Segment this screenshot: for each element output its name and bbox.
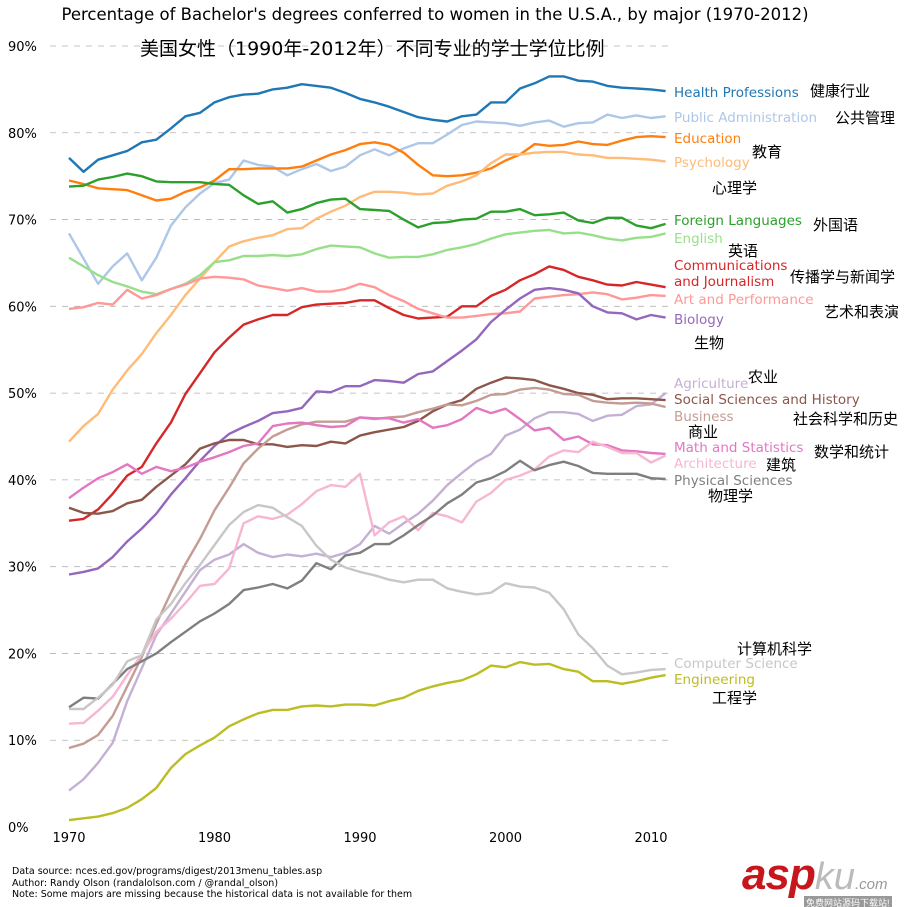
chinese-series-label: 公共管理 — [835, 109, 896, 127]
logo-tagline: 免费网站源码下载站! — [804, 896, 892, 907]
chinese-series-label: 商业 — [688, 423, 719, 441]
chinese-series-label: 教育 — [752, 143, 783, 161]
series-label: and Journalism — [674, 274, 774, 290]
chart-subtitle-chinese: 美国女性（1990年-2012年）不同专业的学士学位比例 — [140, 38, 605, 60]
y-tick-label: 10% — [8, 734, 37, 749]
series-label: Business — [674, 409, 734, 425]
footer-source: Data source: nces.ed.gov/programs/digest… — [12, 866, 323, 877]
series-line-agriculture — [68, 392, 667, 792]
chinese-series-label: 英语 — [728, 242, 759, 260]
series-label: Public Administration — [674, 110, 817, 126]
y-tick-label: 40% — [8, 474, 37, 489]
x-tick-label: 1970 — [52, 831, 85, 846]
series-label: Engineering — [674, 672, 755, 688]
y-tick-label: 20% — [8, 647, 37, 662]
series-line-engineering — [68, 660, 666, 822]
chinese-series-label: 计算机科学 — [737, 640, 813, 658]
series-label: Agriculture — [674, 376, 748, 392]
y-tick-label: 30% — [8, 561, 37, 576]
watermark-logo: aspku.com 免费网站源码下载站! — [742, 850, 892, 907]
y-tick-label: 80% — [8, 127, 37, 142]
chinese-series-label: 健康行业 — [810, 82, 871, 100]
chinese-series-label: 生物 — [694, 334, 725, 352]
x-tick-label: 2010 — [634, 831, 667, 846]
chinese-series-label: 传播学与新闻学 — [790, 268, 896, 286]
series-line-psychology — [68, 150, 666, 443]
logo-com: .com — [854, 876, 888, 893]
series-label: Physical Sciences — [674, 473, 793, 489]
logo-ku: ku — [814, 856, 855, 898]
series-line-biology — [68, 286, 666, 576]
series-label: Art and Performance — [674, 292, 814, 308]
logo-asp: asp — [742, 850, 816, 899]
series-line-art-and-performance — [68, 275, 666, 319]
chinese-series-label: 农业 — [748, 368, 779, 386]
x-tick-label: 1980 — [198, 831, 231, 846]
chinese-series-label: 建筑 — [766, 456, 797, 474]
series-line-public-administration — [67, 113, 666, 285]
y-tick-label: 50% — [8, 387, 37, 402]
series-label: Math and Statistics — [674, 440, 803, 456]
series-line-foreign-languages — [68, 172, 666, 230]
footer-author: Author: Randy Olson (randalolson.com / @… — [12, 877, 279, 889]
series-label: Psychology — [674, 155, 750, 171]
series-label: Foreign Languages — [674, 213, 802, 229]
series-label: Architecture — [674, 456, 757, 472]
chinese-series-label: 工程学 — [712, 689, 758, 707]
chinese-series-label: 数学和统计 — [814, 443, 890, 461]
series-label: Health Professions — [674, 85, 799, 101]
series-line-communications-and-journalism — [68, 265, 666, 522]
y-tick-label: 70% — [8, 214, 37, 229]
chinese-series-label: 物理学 — [708, 487, 754, 505]
y-tick-label: 0% — [8, 821, 29, 836]
chinese-series-label: 艺术和表演 — [824, 303, 900, 321]
chinese-series-label: 外国语 — [813, 216, 859, 234]
series-line-social-sciences-and-history — [68, 376, 666, 515]
x-tick-label: 1990 — [343, 831, 376, 846]
series-label: Communications — [674, 258, 787, 274]
series-label: Education — [674, 131, 741, 147]
y-tick-label: 60% — [8, 300, 37, 315]
series-label: Computer Science — [674, 656, 798, 672]
y-tick-label: 90% — [8, 40, 37, 55]
footer-note: Note: Some majors are missing because th… — [12, 889, 413, 900]
x-tick-label: 2000 — [489, 831, 522, 846]
series-label: Social Sciences and History — [674, 392, 860, 408]
series-label: Biology — [674, 312, 724, 328]
series-line-education — [68, 135, 666, 202]
chart-title: Percentage of Bachelor's degrees conferr… — [61, 5, 809, 24]
chinese-series-label: 心理学 — [712, 179, 758, 197]
series-line-math-and-statistics — [68, 406, 666, 500]
series-line-architecture — [68, 440, 667, 725]
footer-notes: Data source: nces.ed.gov/programs/digest… — [12, 866, 412, 901]
series-line-health-professions — [68, 75, 666, 173]
series-line-computer-science — [69, 503, 666, 711]
chinese-series-label: 社会科学和历史 — [793, 410, 899, 428]
series-label: English — [674, 231, 723, 247]
series-line-physical-sciences — [68, 459, 666, 709]
